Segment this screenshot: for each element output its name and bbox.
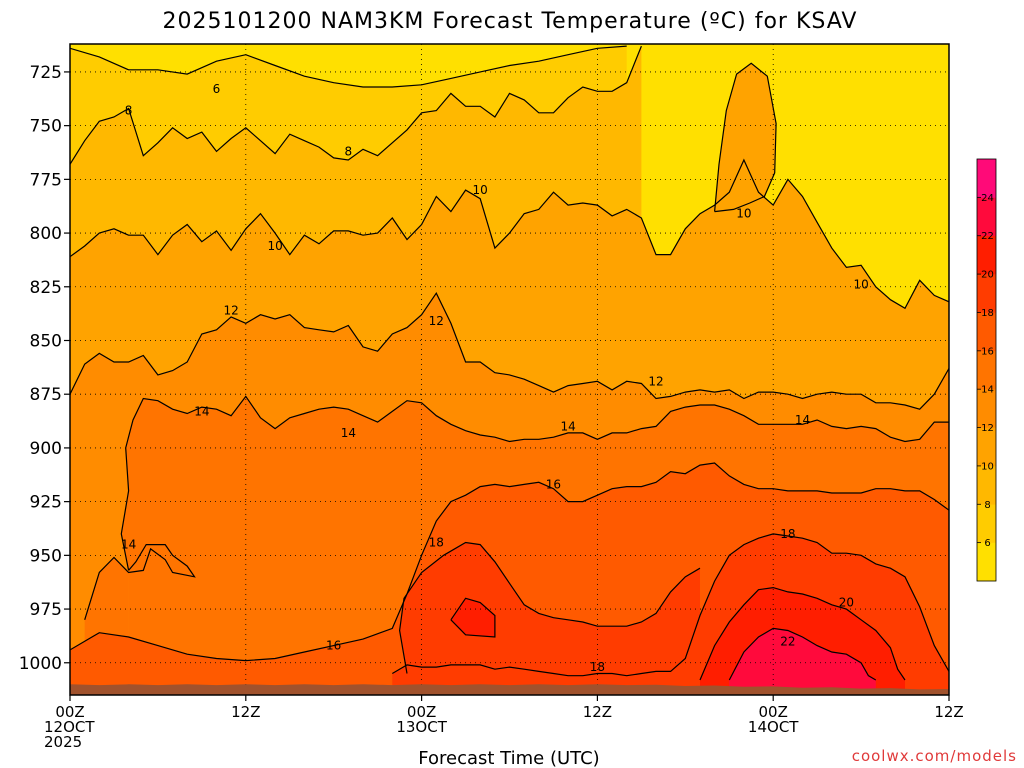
contour-label-6: 6: [213, 82, 221, 96]
y-tick-label-800: 800: [30, 224, 62, 244]
isotherm-20c: [699, 586, 906, 681]
credit-text: coolwx.com/models: [852, 747, 1017, 765]
colorbar-segment-0: [977, 542, 996, 582]
colorbar-label-6: 6: [984, 538, 990, 549]
colorbar-segment-3: [977, 427, 996, 467]
y-tick-label-775: 775: [30, 170, 62, 190]
colorbar-label-8: 8: [984, 500, 990, 511]
contour-label-18: 18: [590, 660, 605, 674]
colorbar: 6 8 10 12 14 16 18 20 22 24: [976, 158, 997, 582]
contour-label-8: 8: [345, 144, 353, 158]
contour-label-14: 14: [121, 538, 136, 552]
contour-label-12: 12: [224, 303, 239, 317]
isotherm-8c: [70, 45, 642, 165]
colorbar-label-20: 20: [981, 270, 994, 281]
contour-label-18: 18: [429, 535, 444, 549]
x-tick-label-24-1: 13OCT: [396, 718, 447, 736]
contour-label-22: 22: [780, 634, 795, 648]
y-tick-label-875: 875: [30, 385, 62, 405]
temperature-fill-layer: [70, 44, 949, 695]
isotherm-6c: [70, 45, 627, 88]
contour-label-14: 14: [795, 413, 810, 427]
x-tick-label-0-1: 12OCT: [44, 718, 95, 736]
x-tick-label-48-1: 14OCT: [748, 718, 799, 736]
colorbar-label-10: 10: [981, 461, 994, 472]
contour-label-10: 10: [736, 207, 751, 221]
isotherm-22c: [728, 627, 877, 681]
isotherm-contours: [70, 45, 949, 681]
colorbar-frame: [976, 158, 997, 582]
isotherm-18c: [398, 541, 701, 674]
isotherm-14c: [120, 395, 949, 571]
contour-label-14: 14: [194, 404, 209, 418]
colorbar-segment-10: [977, 159, 996, 198]
colorbar-segment-4: [977, 389, 996, 428]
plot-area: 6 8 8 10 10 10 10 12 12 12 14 14 14 14 14 16 16 18 18 18 20 2…: [70, 44, 949, 695]
contour-label-16: 16: [546, 477, 561, 491]
y-tick-label-750: 750: [30, 117, 62, 137]
y-tick-label-950: 950: [30, 546, 62, 566]
plot-frame: [69, 43, 950, 696]
y-tick-label-900: 900: [30, 439, 62, 459]
y-tick-label-850: 850: [30, 331, 62, 351]
y-tick-label-1000: 1000: [19, 654, 62, 674]
temperature-band-18c: [399, 542, 700, 695]
terrain-layer: [70, 684, 949, 695]
y-tick-label-925: 925: [30, 493, 62, 513]
temperature-band-20c: [450, 598, 495, 637]
contour-label-10: 10: [267, 239, 282, 253]
y-tick-label-825: 825: [30, 278, 62, 298]
x-tick-label-36-0: 12Z: [583, 703, 612, 721]
contour-label-8: 8: [125, 104, 133, 118]
chart-title: 2025101200 NAM3KM Forecast Temperature (…: [163, 9, 858, 34]
contour-label-20: 20: [839, 596, 854, 610]
colorbar-segment-9: [977, 197, 996, 237]
contour-label-14: 14: [341, 426, 356, 440]
isotherm-20c: [450, 597, 496, 638]
colorbar-segment-8: [977, 235, 996, 275]
isotherm-12c: [70, 292, 949, 410]
x-tick-label-48-0: 00Z: [759, 703, 788, 721]
x-tick-label-12-0: 12Z: [231, 703, 260, 721]
colorbar-segment-5: [977, 350, 996, 390]
colorbar-segment-2: [977, 465, 996, 505]
y-tick-label-725: 725: [30, 63, 62, 83]
contour-label-18: 18: [780, 527, 795, 541]
x-tick-label-60-0: 12Z: [934, 703, 963, 721]
isotherm-18c: [391, 533, 949, 677]
isotherm-14c: [84, 543, 196, 620]
x-tick-label-0-2: 2025: [44, 733, 82, 751]
contour-label-10: 10: [473, 183, 488, 197]
colorbar-label-24: 24: [981, 193, 994, 204]
isotherm-10c: [70, 158, 949, 310]
contour-label-12: 12: [648, 374, 663, 388]
contour-labels: 6 8 8 10 10 10 10 12 12 12 14 14 14 14 14 16 16 18 18 18 20 2…: [121, 82, 869, 674]
colorbar-segment-1: [977, 504, 996, 543]
y-axis: 725 750 775 800 825 850 875 900 925 950 975 1000: [19, 63, 70, 674]
x-tick-label-0-0: 00Z: [55, 703, 84, 721]
colorbar-segment-6: [977, 312, 996, 352]
colorbar-label-16: 16: [981, 346, 994, 357]
x-axis-label: Forecast Time (UTC): [418, 748, 599, 768]
contour-label-10: 10: [853, 278, 868, 292]
x-tick-label-24-0: 00Z: [407, 703, 436, 721]
temperature-band-22c: [729, 628, 876, 695]
contour-label-12: 12: [429, 314, 444, 328]
gridlines: [70, 44, 949, 695]
contour-label-16: 16: [326, 639, 341, 653]
colorbar-label-18: 18: [981, 308, 994, 319]
contour-label-14: 14: [560, 419, 575, 433]
isotherm-16c: [70, 462, 949, 662]
temperature-band-10c: [714, 63, 777, 212]
isotherm-10c: [714, 62, 777, 213]
terrain-surface: [70, 684, 949, 695]
colorbar-label-14: 14: [981, 385, 994, 396]
colorbar-segment-7: [977, 274, 996, 313]
y-tick-label-975: 975: [30, 600, 62, 620]
colorbar-label-22: 22: [981, 231, 994, 242]
colorbar-label-12: 12: [981, 423, 994, 434]
